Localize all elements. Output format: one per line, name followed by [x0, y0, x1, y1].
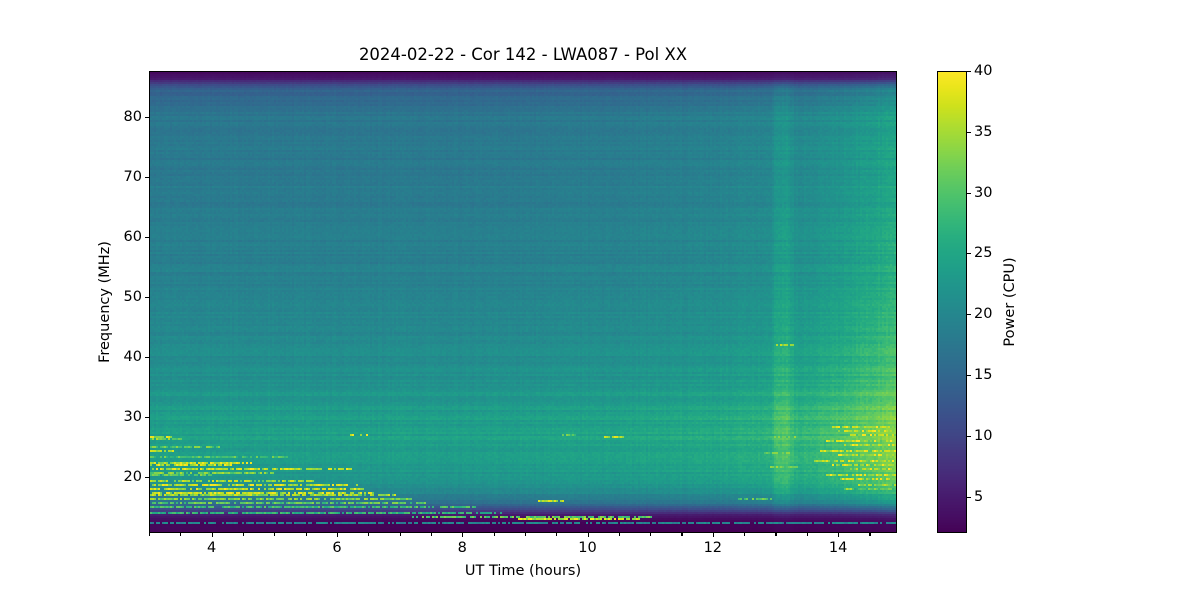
colorbar-tick-label: 40 — [974, 63, 993, 79]
x-tick-label: 8 — [457, 540, 467, 556]
spectrogram-axes — [149, 71, 897, 533]
y-tick-label: 20 — [123, 469, 142, 486]
x-minor-tick-mark — [368, 533, 370, 536]
colorbar-tick-mark — [967, 314, 971, 316]
x-minor-tick-mark — [712, 533, 714, 536]
y-tick-mark — [145, 237, 149, 239]
x-minor-tick-mark — [681, 533, 683, 536]
colorbar-tick-label: 5 — [974, 488, 984, 505]
colorbar-gradient — [938, 72, 966, 532]
x-minor-tick-mark — [336, 533, 339, 536]
x-tick-label: 14 — [828, 540, 848, 556]
x-minor-tick-mark — [618, 533, 620, 536]
x-minor-tick-mark — [775, 533, 777, 536]
y-tick-label: 60 — [123, 229, 142, 246]
x-tick-label: 12 — [703, 540, 723, 556]
y-tick-label: 30 — [123, 409, 142, 426]
x-minor-tick-mark — [274, 533, 276, 536]
colorbar-tick-mark — [967, 253, 971, 255]
x-minor-tick-mark — [305, 533, 307, 536]
y-tick-label: 70 — [123, 169, 142, 186]
x-minor-tick-mark — [462, 533, 464, 536]
y-tick-label: 40 — [123, 349, 142, 366]
colorbar-tick-label: 15 — [974, 366, 993, 383]
x-minor-tick-mark — [650, 533, 652, 536]
colorbar-tick-label: 20 — [974, 306, 993, 323]
x-tick-label: 4 — [207, 540, 217, 556]
colorbar-tick-label: 30 — [974, 184, 993, 201]
x-minor-tick-mark — [242, 533, 245, 536]
spectrogram-image — [150, 72, 896, 532]
x-minor-tick-mark — [587, 533, 589, 536]
x-minor-tick-mark — [493, 533, 495, 536]
colorbar-label: Power (CPU) — [1002, 257, 1018, 347]
y-tick-label: 80 — [123, 109, 142, 126]
x-tick-label: 10 — [578, 540, 597, 556]
colorbar-tick-mark — [967, 496, 971, 498]
y-tick-mark — [145, 357, 149, 359]
x-minor-tick-mark — [399, 533, 401, 536]
y-tick-mark — [145, 177, 149, 179]
x-minor-tick-mark — [180, 533, 182, 536]
x-tick-label: 6 — [332, 540, 342, 556]
colorbar-tick-label: 35 — [974, 123, 993, 140]
page-title: 2024-02-22 - Cor 142 - LWA087 - Pol XX — [358, 45, 688, 64]
colorbar-tick-mark — [967, 435, 971, 437]
colorbar-tick-label: 25 — [974, 245, 993, 262]
x-minor-tick-mark — [149, 533, 151, 536]
x-minor-tick-mark — [744, 533, 746, 536]
colorbar-tick-mark — [967, 192, 971, 194]
x-minor-tick-mark — [838, 533, 840, 536]
x-minor-tick-mark — [430, 533, 432, 536]
colorbar-tick-label: 10 — [974, 427, 993, 444]
x-minor-tick-mark — [556, 533, 558, 536]
y-tick-label: 50 — [123, 289, 142, 306]
x-minor-tick-mark — [806, 533, 808, 536]
x-minor-tick-mark — [524, 533, 526, 536]
x-axis-label: UT Time (hours) — [464, 563, 582, 579]
y-tick-mark — [145, 117, 149, 119]
y-axis-label: Frequency (MHz) — [97, 241, 113, 363]
x-minor-tick-mark — [869, 533, 871, 536]
colorbar-tick-mark — [967, 71, 971, 73]
x-minor-tick-mark — [211, 533, 213, 536]
colorbar-tick-mark — [967, 131, 971, 133]
colorbar — [937, 71, 967, 533]
colorbar-tick-mark — [967, 374, 971, 377]
y-tick-mark — [145, 477, 149, 479]
y-tick-mark — [145, 417, 149, 419]
y-tick-mark — [145, 297, 149, 299]
